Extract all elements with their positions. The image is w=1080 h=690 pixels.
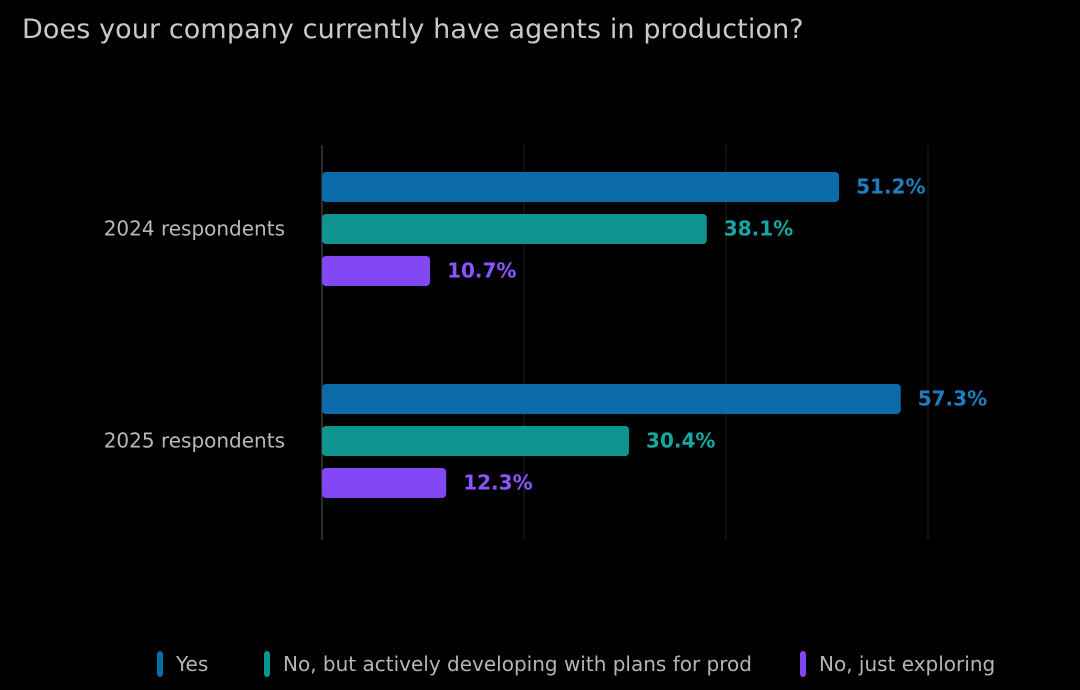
legend-swatch-yes — [157, 651, 163, 677]
bar — [322, 214, 707, 244]
bar — [322, 256, 431, 286]
bar — [322, 468, 447, 498]
legend-item-exploring[interactable]: No, just exploring — [800, 646, 995, 682]
chart-title: Does your company currently have agents … — [22, 14, 804, 45]
bar — [322, 384, 901, 414]
category-label: 2025 respondents — [104, 429, 285, 453]
legend-label-developing: No, but actively developing with plans f… — [283, 652, 752, 676]
bar-value-label: 57.3% — [918, 387, 987, 411]
legend-swatch-exploring — [800, 651, 806, 677]
bar-value-label: 10.7% — [447, 259, 516, 283]
legend-label-exploring: No, just exploring — [819, 652, 996, 676]
legend-item-developing[interactable]: No, but actively developing with plans f… — [264, 646, 752, 682]
bar — [322, 426, 630, 456]
legend-label-yes: Yes — [176, 652, 209, 676]
legend-item-yes[interactable]: Yes — [157, 646, 208, 682]
bar-value-label: 38.1% — [724, 217, 793, 241]
bar-value-label: 51.2% — [856, 175, 925, 199]
chart-legend: Yes No, but actively developing with pla… — [0, 646, 1080, 682]
bar-value-label: 30.4% — [646, 429, 715, 453]
category-label: 2024 respondents — [104, 217, 285, 241]
bar-value-label: 12.3% — [463, 471, 532, 495]
bar — [322, 172, 840, 202]
legend-swatch-developing — [264, 651, 270, 677]
